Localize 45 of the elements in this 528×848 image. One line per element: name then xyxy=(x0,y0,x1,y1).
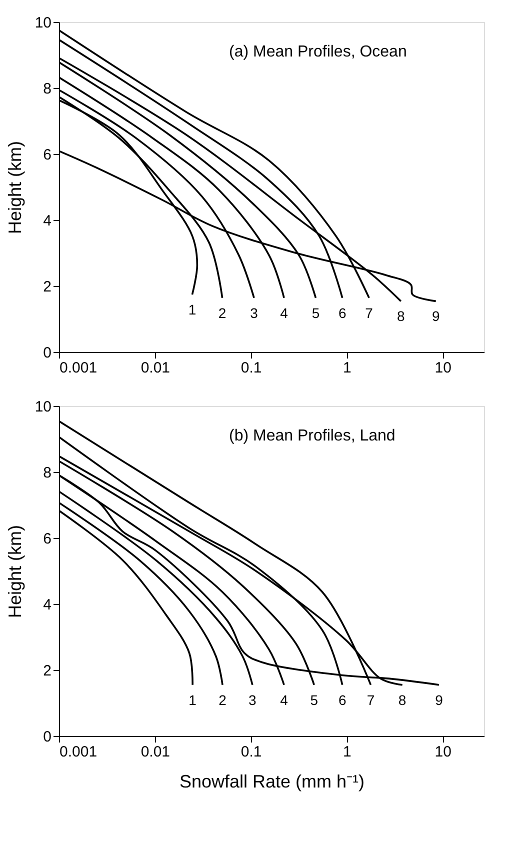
y-tick-label: 8 xyxy=(43,464,52,482)
series-label: 6 xyxy=(338,692,346,708)
x-tick-label: 0.001 xyxy=(60,360,98,376)
x-tick-label: 0.01 xyxy=(140,360,170,376)
y-tick-label: 0 xyxy=(43,344,52,362)
x-tick-label: 10 xyxy=(434,360,452,376)
x-tick-label: 0.1 xyxy=(240,744,262,760)
x-tick-label: 0.1 xyxy=(240,360,262,376)
y-tick-label: 4 xyxy=(43,596,52,614)
series-label: 9 xyxy=(432,308,440,324)
y-axis-title: Height (km) xyxy=(4,524,25,618)
series-label: 6 xyxy=(338,304,346,321)
series-label: 1 xyxy=(188,302,196,318)
series-label: 3 xyxy=(248,692,257,708)
x-tick-label: 0.001 xyxy=(60,744,98,760)
x-tick-label: 10 xyxy=(434,744,452,760)
y-tick-label: 10 xyxy=(34,398,52,416)
series-label: 2 xyxy=(218,692,227,708)
y-axis-title: Height (km) xyxy=(4,140,25,234)
x-tick-label: 1 xyxy=(343,360,352,376)
y-tick-label: 2 xyxy=(43,662,52,680)
series-label: 5 xyxy=(312,304,320,321)
y-tick-label: 2 xyxy=(43,278,52,296)
series-label: 5 xyxy=(310,692,318,708)
text: (a) Mean Profiles, Ocean xyxy=(229,44,407,61)
series-label: 7 xyxy=(366,692,375,708)
y-tick-label: 8 xyxy=(43,80,52,98)
series-label: 4 xyxy=(280,692,288,708)
series-label: 3 xyxy=(250,304,258,321)
x-tick-label: 1 xyxy=(343,744,352,760)
series-label: 2 xyxy=(218,304,226,321)
y-tick-label: 6 xyxy=(43,530,52,548)
series-label: 1 xyxy=(188,692,197,708)
y-tick-label: 10 xyxy=(34,14,52,32)
text: (b) Mean Profiles, Land xyxy=(229,428,396,445)
y-tick-label: 6 xyxy=(43,146,52,164)
x-axis-title: Snowfall Rate (mm h⁻¹) xyxy=(179,772,365,792)
series-label: 8 xyxy=(398,692,406,708)
y-tick-label: 0 xyxy=(43,728,52,746)
y-tick-label: 4 xyxy=(43,212,52,230)
series-label: 7 xyxy=(365,304,374,321)
x-tick-label: 0.01 xyxy=(140,744,170,760)
series-label: 8 xyxy=(396,308,405,324)
series-label: 4 xyxy=(280,304,288,321)
series-label: 9 xyxy=(435,692,444,708)
